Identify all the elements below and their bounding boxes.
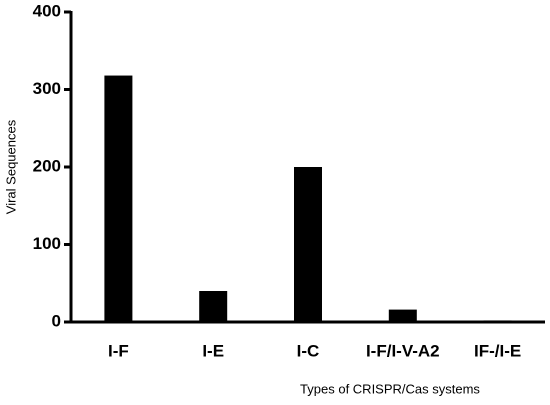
y-tick-label: 200 bbox=[33, 156, 61, 175]
x-tick-label: I-F/I-V-A2 bbox=[366, 341, 440, 360]
bar bbox=[104, 75, 133, 322]
y-tick-label: 100 bbox=[33, 234, 61, 253]
x-tick-label: I-C bbox=[297, 341, 320, 360]
bar bbox=[199, 291, 228, 322]
x-tick-label: IF-/I-E bbox=[474, 341, 521, 360]
x-tick-label: I-F bbox=[108, 341, 129, 360]
y-tick-label: 300 bbox=[33, 79, 61, 98]
bar bbox=[294, 167, 322, 322]
x-axis-title: Types of CRISPR/Cas systems bbox=[300, 381, 480, 396]
y-tick-label: 0 bbox=[52, 311, 61, 330]
bar bbox=[388, 309, 417, 322]
y-tick-label: 400 bbox=[33, 1, 61, 20]
x-tick-label: I-E bbox=[202, 341, 224, 360]
y-axis-title: Viral Sequences bbox=[3, 119, 18, 214]
